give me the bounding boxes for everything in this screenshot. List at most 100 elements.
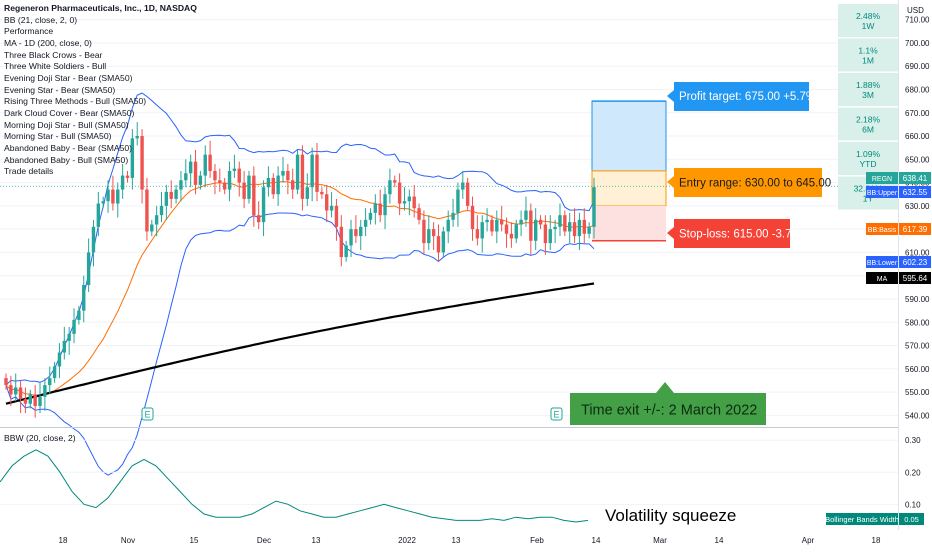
time-tick: 13 [312, 536, 321, 545]
candle [490, 215, 494, 237]
candle [553, 219, 557, 244]
candle [28, 389, 32, 409]
candle [203, 145, 207, 188]
legend-item[interactable]: Rising Three Methods - Bull (SMA50) [4, 96, 147, 107]
bbw-badge-value: 0.05 [904, 515, 919, 524]
legend-item[interactable]: Dark Cloud Cover - Bear (SMA50) [4, 107, 135, 118]
candle [533, 208, 538, 251]
performance-cell[interactable]: 2.18%6M [838, 107, 898, 141]
candle [378, 189, 382, 223]
candle [373, 194, 378, 225]
price-tick: 680.00 [905, 85, 930, 94]
price-badge-label: BB:Lower [867, 260, 898, 267]
candle [320, 187, 324, 199]
candle [266, 166, 271, 197]
performance-cell[interactable]: 1.1%1M [838, 38, 898, 72]
price-tick: 550.00 [905, 388, 930, 397]
earnings-marker[interactable]: E [550, 407, 563, 421]
candle [67, 326, 71, 355]
candle [349, 219, 353, 258]
price-badge-value: 602.23 [903, 258, 928, 267]
candle [344, 240, 348, 262]
legend-item[interactable]: Evening Star - Bear (SMA50) [4, 84, 116, 95]
price-tick: 700.00 [905, 39, 930, 48]
entry-range-box[interactable]: Entry range: 630.00 to 645.00 [667, 168, 831, 197]
time-exit-box[interactable]: Time exit +/-: 2 March 2022 [570, 382, 766, 425]
performance-cell[interactable]: 1.09%YTD [838, 142, 898, 175]
candle [436, 224, 441, 262]
candle [159, 191, 164, 223]
candle [548, 215, 552, 251]
time-tick: 14 [715, 536, 724, 545]
legend-item[interactable]: Trade details [4, 166, 54, 177]
candle [363, 208, 368, 237]
candle [33, 385, 37, 418]
price-tick: 570.00 [905, 342, 930, 351]
candle [23, 387, 28, 414]
legend-item[interactable]: BB (21, close, 2, 0) [4, 14, 78, 25]
candle [111, 175, 115, 211]
candle [38, 382, 42, 414]
candle [504, 217, 509, 248]
legend-item[interactable]: Morning Star - Bull (SMA50) [4, 131, 112, 142]
legend-item[interactable]: Evening Doji Star - Bear (SMA50) [4, 72, 133, 83]
candle [193, 149, 198, 195]
earnings-marker[interactable]: E [141, 407, 154, 421]
candle [456, 182, 460, 227]
ma-line [5, 282, 595, 405]
bbw-title: BBW (20, close, 2) [4, 433, 76, 443]
candle [174, 184, 178, 204]
candle [57, 343, 62, 379]
price-badge-value: 617.39 [903, 225, 928, 234]
candle [543, 215, 548, 255]
candle [412, 184, 416, 218]
candle [310, 147, 314, 202]
performance-value: 1.09% [856, 149, 881, 159]
legend-item[interactable]: Abandoned Baby - Bull (SMA50) [4, 154, 129, 165]
legend-item[interactable]: Three White Soldiers - Bull [4, 61, 107, 72]
candle [179, 170, 183, 202]
candle [252, 166, 256, 227]
candle [519, 210, 523, 237]
price-tick: 540.00 [905, 411, 930, 420]
candle [48, 366, 52, 395]
candle [529, 203, 533, 255]
candle [485, 208, 489, 232]
legend-item[interactable]: Abandoned Baby - Bear (SMA50) [4, 142, 133, 153]
performance-cell[interactable]: 2.48%1W [838, 4, 898, 37]
performance-period: YTD [860, 159, 877, 169]
entry-range-label: Entry range: 630.00 to 645.00 [679, 178, 831, 190]
candle [524, 196, 528, 227]
time-axis[interactable]: 18 Nov 15 Dec 13 2022 13 Feb 14 Mar 14 Apr 18 [59, 536, 881, 545]
candle [198, 170, 203, 190]
candle [461, 170, 465, 199]
candle [62, 326, 67, 360]
performance-value: 1.88% [856, 80, 881, 90]
legend-item[interactable]: Performance [4, 26, 54, 37]
profit-target-box[interactable]: Profit target: 675.00 +5.7% [667, 82, 816, 111]
legend-item[interactable]: Morning Doji Star - Bull (SMA50) [4, 119, 129, 130]
legend-item[interactable]: MA - 1D (200, close, 0) [4, 37, 92, 48]
bb-basis-line [5, 181, 595, 397]
performance-value: 2.18% [856, 115, 881, 125]
price-tick: 660.00 [905, 132, 930, 141]
candle [558, 203, 562, 237]
performance-cell[interactable]: 1.88%3M [838, 73, 898, 106]
symbol-title[interactable]: Regeneron Pharmaceuticals, Inc., 1D, NAS… [4, 3, 197, 13]
price-badge: BB:Lower 602.23 [866, 256, 931, 268]
candle [291, 168, 295, 199]
candle [359, 219, 363, 251]
candle [402, 187, 407, 211]
price-tick: 650.00 [905, 155, 930, 164]
candle [184, 159, 188, 188]
currency-label: USD [907, 6, 924, 15]
candle [368, 208, 373, 225]
candle [393, 175, 397, 188]
time-tick: Feb [530, 536, 544, 545]
stop-loss-box[interactable]: Stop-loss: 615.00 -3.7% [667, 219, 802, 248]
candle [422, 210, 426, 255]
legend-item[interactable]: Three Black Crows - Bear [4, 49, 103, 60]
price-axis[interactable]: 540.00550.00560.00570.00580.00590.00600.… [905, 16, 930, 421]
price-badge-value: 638.41 [903, 174, 928, 183]
